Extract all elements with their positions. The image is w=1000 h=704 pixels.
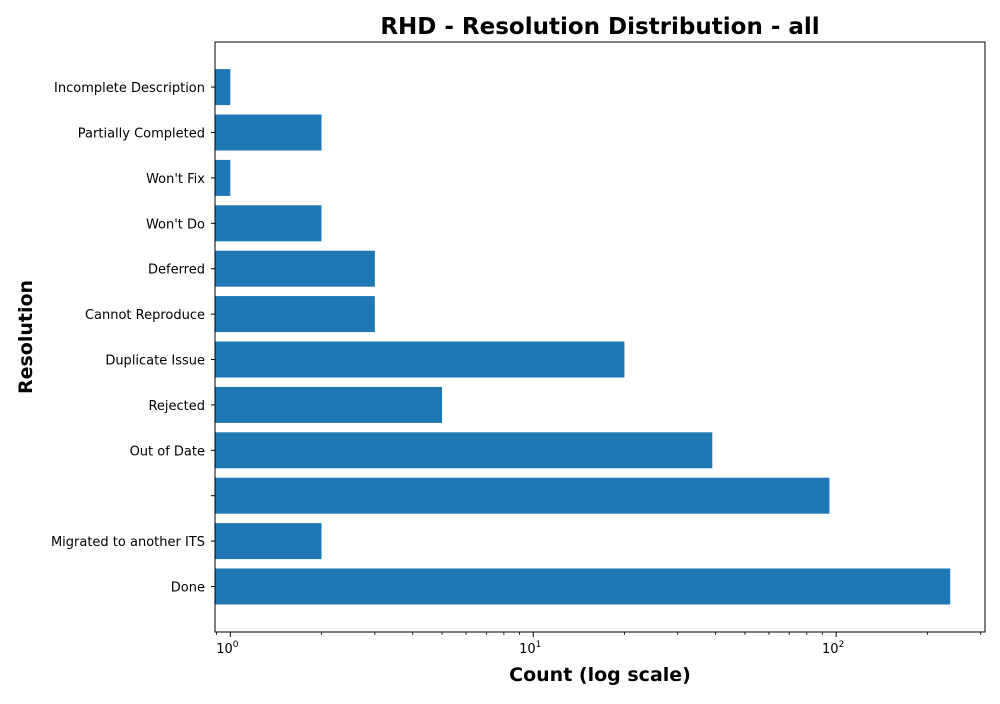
y-tick-label: Incomplete Description: [54, 81, 205, 96]
y-axis-ticks: Done Migrated to another ITS Out of Date Re…: [51, 81, 215, 596]
x-axis-label: Count (log scale): [509, 664, 691, 686]
bar: [215, 341, 625, 378]
chart-title: RHD - Resolution Distribution - all: [380, 14, 819, 40]
bar: [215, 250, 375, 287]
y-tick-label: Partially Completed: [78, 127, 205, 142]
bar: [215, 523, 322, 560]
bar: [215, 432, 713, 469]
y-tick-label: Duplicate Issue: [105, 354, 205, 369]
y-tick-label: Rejected: [148, 399, 205, 414]
y-tick-label: Out of Date: [130, 444, 205, 459]
bar: [215, 477, 830, 514]
y-tick-label: Won't Fix: [146, 172, 205, 187]
y-tick-label: Cannot Reproduce: [85, 308, 205, 323]
x-tick-label: 101: [519, 640, 541, 657]
x-tick-label: 102: [822, 640, 844, 657]
bars-group: [215, 69, 951, 605]
bar: [215, 386, 443, 423]
bar: [215, 114, 322, 151]
y-axis-label: Resolution: [15, 280, 37, 394]
x-tick-label: 100: [216, 640, 239, 657]
y-tick-label: Done: [171, 581, 205, 596]
bar: [215, 205, 322, 242]
bar: [215, 296, 375, 333]
bar: [215, 69, 231, 106]
y-tick-label: Migrated to another ITS: [51, 535, 205, 550]
bar: [215, 568, 951, 605]
y-tick-label: Deferred: [148, 263, 205, 278]
x-axis-ticks: 100 101 102: [216, 632, 982, 657]
plot-frame: [214, 41, 986, 633]
y-tick-label: Won't Do: [146, 217, 205, 232]
bar: [215, 159, 231, 196]
